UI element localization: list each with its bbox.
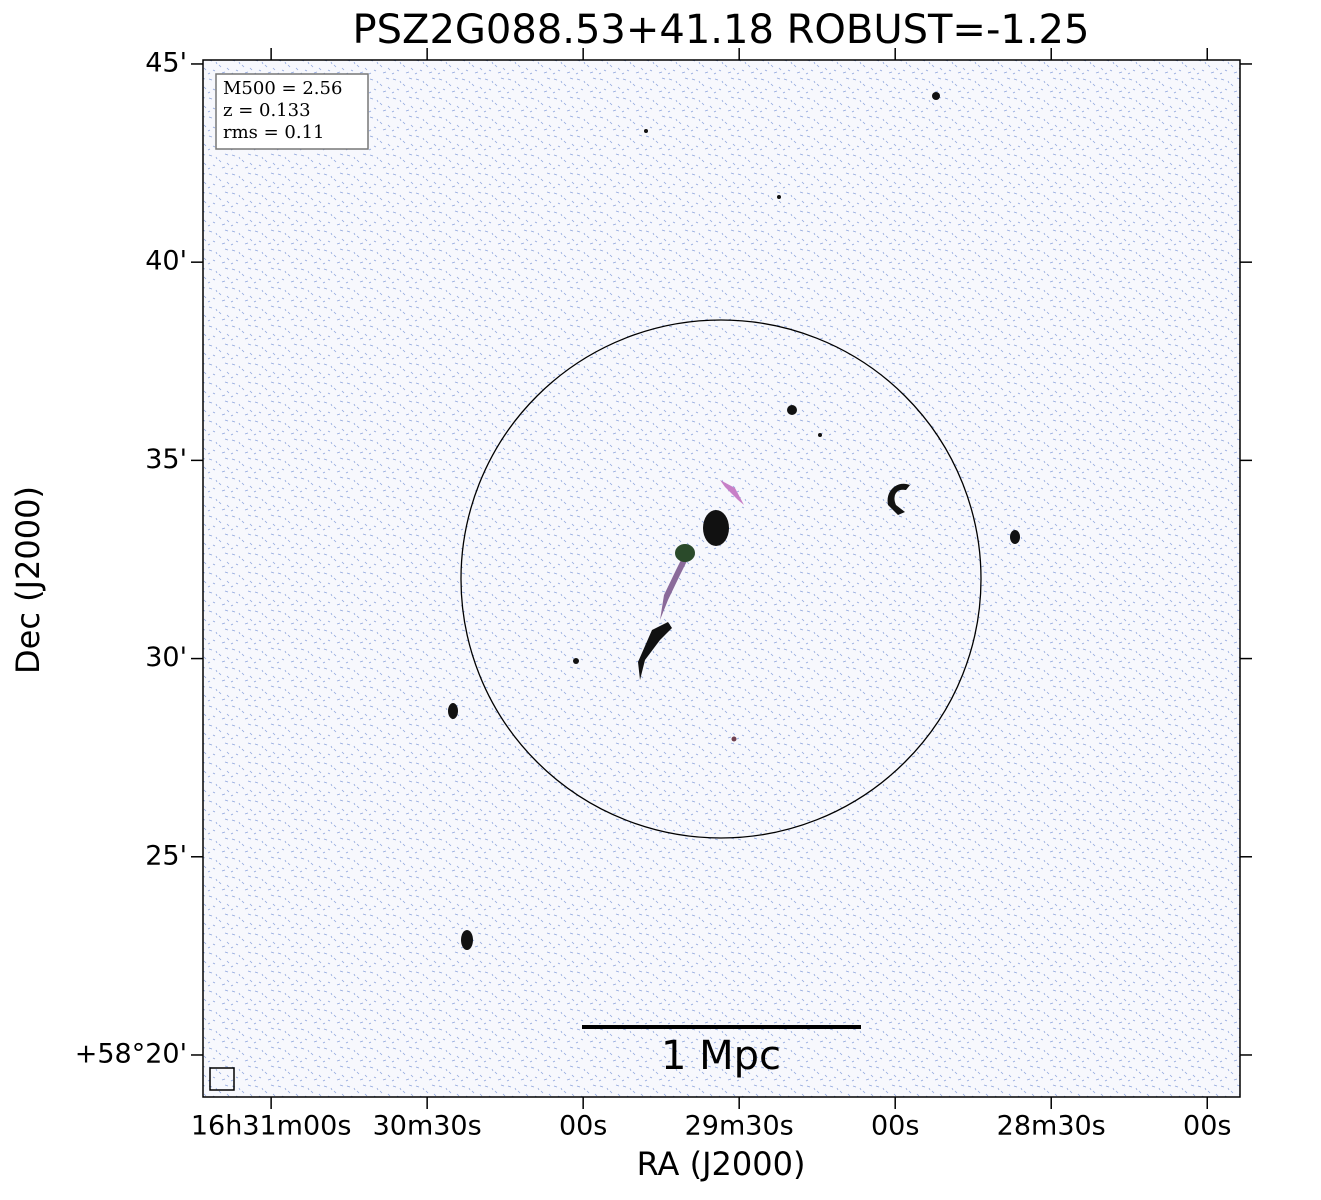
y-tick-label: 30'	[145, 642, 187, 673]
y-tick-label: 45'	[145, 47, 187, 78]
annotation: M500 = 2.56	[223, 78, 342, 99]
y-tick-label: 35'	[145, 444, 187, 475]
annotation: z = 0.133	[223, 100, 311, 121]
x-tick-label: 00s	[559, 1111, 607, 1142]
x-tick-label: 00s	[871, 1111, 919, 1142]
r500-circle	[460, 319, 982, 839]
y-tick-label: 25'	[145, 840, 187, 871]
x-tick-label: 30m30s	[373, 1111, 482, 1142]
x-tick-label: 16h31m00s	[191, 1111, 352, 1142]
y-axis-label: Dec (J2000)	[9, 486, 47, 674]
radio-map	[203, 60, 1240, 1097]
x-axis-label: RA (J2000)	[637, 1145, 806, 1183]
x-tick-label: 29m30s	[685, 1111, 794, 1142]
y-tick-label: +58°20'	[75, 1038, 187, 1069]
x-tick-label: 28m30s	[997, 1111, 1106, 1142]
plot-frame	[202, 59, 1241, 1098]
y-tick-label: 40'	[145, 246, 187, 277]
beam	[209, 1067, 235, 1091]
sources	[448, 92, 1020, 950]
chart-title: PSZ2G088.53+41.18 ROBUST=-1.25	[353, 7, 1090, 53]
annotation: rms = 0.11	[223, 122, 325, 143]
x-tick-label: 00s	[1183, 1111, 1231, 1142]
inset-box	[215, 73, 369, 150]
scale-bar-label: 1 Mpc	[661, 1033, 781, 1079]
